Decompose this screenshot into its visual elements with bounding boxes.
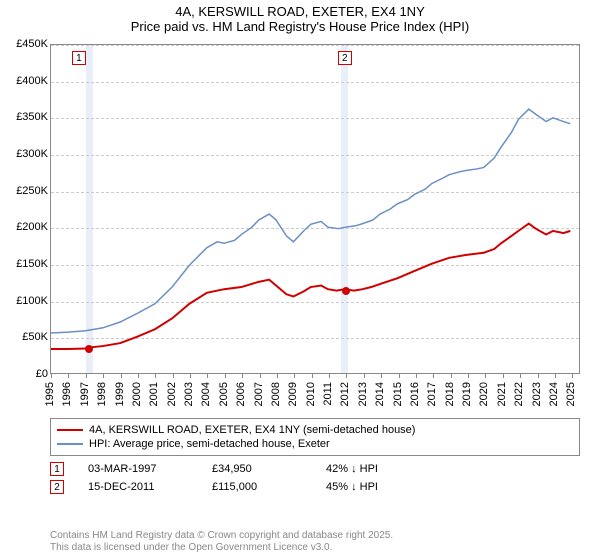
x-axis-tick-label: 2008 <box>270 382 282 406</box>
y-axis-tick-label: £300K <box>0 148 48 160</box>
x-axis-tick-label: 2021 <box>496 382 508 406</box>
sale-marker-dot <box>342 287 350 295</box>
x-axis-tick-label: 1995 <box>44 382 56 406</box>
chart-title: 4A, KERSWILL ROAD, EXETER, EX4 1NY <box>0 0 600 19</box>
x-axis-tick-label: 2001 <box>148 382 160 406</box>
legend-swatch <box>57 443 83 445</box>
x-axis-tick-label: 2007 <box>253 382 265 406</box>
x-axis-tick-label: 2012 <box>339 382 351 406</box>
x-axis-tick-label: 2011 <box>322 382 334 406</box>
sales-table: 1 03-MAR-1997 £34,950 42% ↓ HPI 2 15-DEC-2011… <box>50 460 378 496</box>
x-axis-tick-label: 2019 <box>461 382 473 406</box>
chart-subtitle: Price paid vs. HM Land Registry's House … <box>0 19 600 38</box>
y-axis-tick-label: £100K <box>0 295 48 307</box>
footer-line: Contains HM Land Registry data © Crown c… <box>50 530 393 542</box>
sale-diff: 42% ↓ HPI <box>326 463 378 475</box>
x-axis-tick-label: 2005 <box>218 382 230 406</box>
x-axis-tick-label: 2009 <box>287 382 299 406</box>
footer-attribution: Contains HM Land Registry data © Crown c… <box>50 530 393 554</box>
legend-label: HPI: Average price, semi-detached house,… <box>89 438 330 450</box>
line-price-paid <box>51 224 570 349</box>
x-axis-tick-label: 2025 <box>565 382 577 406</box>
x-axis-tick-label: 2004 <box>200 382 212 406</box>
x-axis-tick-label: 2018 <box>444 382 456 406</box>
x-axis-tick-label: 2014 <box>374 382 386 406</box>
sale-marker-dot <box>85 345 93 353</box>
sales-table-row: 2 15-DEC-2011 £115,000 45% ↓ HPI <box>50 478 378 496</box>
x-axis-tick-label: 1996 <box>61 382 73 406</box>
x-axis-tick-label: 2017 <box>426 382 438 406</box>
x-axis-tick-label: 2002 <box>166 382 178 406</box>
y-axis-tick-label: £150K <box>0 258 48 270</box>
y-axis-tick-label: £350K <box>0 111 48 123</box>
sale-marker-box: 1 <box>72 51 86 65</box>
x-axis-tick-label: 1999 <box>114 382 126 406</box>
x-axis-tick-label: 2016 <box>409 382 421 406</box>
x-axis-tick-label: 2020 <box>478 382 490 406</box>
y-axis-tick-label: £0 <box>0 368 48 380</box>
x-axis-tick-label: 1998 <box>96 382 108 406</box>
y-axis-tick-label: £50K <box>0 331 48 343</box>
x-axis-tick-label: 2010 <box>305 382 317 406</box>
sale-marker-box: 2 <box>338 51 352 65</box>
legend-label: 4A, KERSWILL ROAD, EXETER, EX4 1NY (semi… <box>89 424 415 436</box>
sale-price: £34,950 <box>212 463 302 475</box>
footer-line: This data is licensed under the Open Gov… <box>50 542 393 554</box>
legend-item-hpi: HPI: Average price, semi-detached house,… <box>57 437 573 451</box>
y-axis-tick-label: £450K <box>0 38 48 50</box>
y-axis-tick-label: £250K <box>0 185 48 197</box>
x-axis-tick-label: 2013 <box>357 382 369 406</box>
x-axis-tick-label: 1997 <box>79 382 91 406</box>
legend-item-price-paid: 4A, KERSWILL ROAD, EXETER, EX4 1NY (semi… <box>57 423 573 437</box>
sale-marker-box: 1 <box>50 462 64 476</box>
x-axis-tick-label: 2000 <box>131 382 143 406</box>
x-axis-tick-label: 2023 <box>531 382 543 406</box>
y-axis-tick-label: £200K <box>0 221 48 233</box>
line-hpi <box>51 109 570 333</box>
x-axis-tick-label: 2003 <box>183 382 195 406</box>
sale-date: 03-MAR-1997 <box>88 463 188 475</box>
legend: 4A, KERSWILL ROAD, EXETER, EX4 1NY (semi… <box>50 418 580 456</box>
sales-table-row: 1 03-MAR-1997 £34,950 42% ↓ HPI <box>50 460 378 478</box>
sale-marker-box: 2 <box>50 480 64 494</box>
sale-price: £115,000 <box>212 481 302 493</box>
y-axis-tick-label: £400K <box>0 75 48 87</box>
x-axis-tick-label: 2022 <box>513 382 525 406</box>
legend-swatch <box>57 429 83 431</box>
sale-diff: 45% ↓ HPI <box>326 481 378 493</box>
x-axis-tick-label: 2015 <box>392 382 404 406</box>
x-axis-tick-label: 2006 <box>235 382 247 406</box>
sale-date: 15-DEC-2011 <box>88 481 188 493</box>
x-axis-tick-label: 2024 <box>548 382 560 406</box>
chart-plot-area: 12 <box>50 44 580 374</box>
